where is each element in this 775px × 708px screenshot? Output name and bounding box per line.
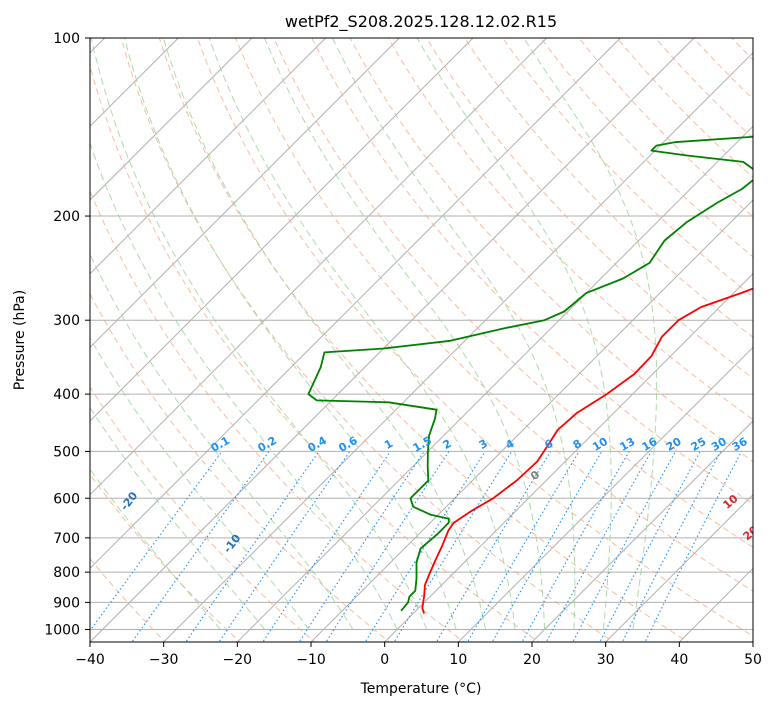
moist-adiabat-line	[90, 141, 398, 630]
isotherm-line	[90, 38, 548, 496]
dewpoint-profile	[307, 135, 753, 612]
x-tick-label: −40	[75, 652, 105, 668]
x-tick-label: 40	[670, 652, 688, 668]
isotherm-line	[310, 199, 753, 642]
isotherm-line	[90, 38, 253, 201]
y-tick-label: 200	[53, 209, 80, 225]
x-tick-label: 20	[523, 652, 541, 668]
mixing-ratio-line	[298, 451, 425, 642]
x-tick-label: −20	[223, 652, 253, 668]
dry-adiabat-line	[90, 292, 391, 642]
isotherm-line	[605, 493, 753, 642]
isotherm-line	[90, 38, 621, 570]
moist-adiabat-line	[90, 406, 265, 630]
mixing-ratio-line	[218, 451, 351, 642]
y-tick-label: 800	[53, 565, 80, 581]
y-tick-label: 300	[53, 313, 80, 329]
mixing-ratio-line	[90, 451, 223, 632]
mixing-ratio-line	[393, 451, 513, 642]
x-tick-label: 10	[449, 652, 467, 668]
mixing-ratio-line	[262, 451, 391, 642]
mixing-ratio-line	[572, 451, 676, 642]
y-tick-label: 1000	[44, 622, 80, 638]
isotherm-line	[531, 420, 753, 642]
dry-adiabat-line	[464, 38, 753, 338]
temperature-profile	[421, 287, 753, 614]
isotherm-line	[90, 38, 474, 422]
mixing-ratio-line	[364, 451, 486, 642]
dry-adiabat-line	[349, 38, 753, 463]
dry-adiabat-line	[90, 473, 241, 642]
mixing-ratio-line	[131, 451, 270, 642]
y-tick-label: 600	[53, 491, 80, 507]
dry-adiabat-line	[196, 38, 753, 637]
dry-adiabat-line	[90, 385, 316, 642]
x-tick-label: −30	[149, 652, 179, 668]
dry-adiabat-line	[273, 38, 753, 548]
plot-frame	[89, 37, 754, 643]
y-axis-ticks: 100 200 300 400 500 600 700 800 900 1000	[44, 31, 90, 638]
x-tick-label: −10	[296, 652, 326, 668]
isotherm-line	[90, 38, 400, 349]
isotherm-line	[384, 272, 753, 642]
isotherm-line	[236, 125, 753, 642]
moist-adiabat-line	[523, 38, 658, 630]
moist-adiabat-line	[331, 38, 576, 630]
isobar-grid	[90, 38, 753, 630]
x-axis-ticks: −40 −30 −20 −10 0 10 20 30 40 50	[75, 642, 762, 668]
y-tick-label: 700	[53, 531, 80, 547]
x-axis-label: Temperature (°C)	[360, 681, 482, 697]
y-axis-label: Pressure (hPa)	[12, 290, 28, 390]
y-tick-label: 500	[53, 444, 80, 460]
isotherm-line	[90, 38, 327, 275]
x-tick-label: 30	[597, 652, 615, 668]
profile-series	[307, 135, 753, 614]
isotherm-line	[163, 51, 753, 642]
dry-adiabat-line	[90, 63, 540, 642]
mixing-ratio-line	[466, 451, 580, 642]
y-tick-label: 400	[53, 387, 80, 403]
moist-adiabat-line	[124, 38, 457, 630]
mixing-ratio-line	[435, 451, 552, 642]
plot-area: 0.10.20.40.611.52346810131620253036-100-…	[90, 38, 753, 642]
dry-adiabat-line	[235, 38, 753, 592]
mixing-ratio-line	[325, 451, 450, 642]
x-tick-label: 0	[380, 652, 389, 668]
mixing-ratio-line	[185, 451, 320, 642]
moist-adiabat-line	[90, 38, 428, 630]
dry-adiabat-line	[387, 38, 753, 421]
dry-adiabat-line	[425, 38, 753, 379]
y-tick-label: 100	[53, 31, 80, 47]
moist-adiabat-line	[208, 38, 516, 630]
moist-adiabat-line	[90, 468, 221, 630]
dry-adiabat-line	[502, 38, 753, 298]
y-tick-label: 900	[53, 595, 80, 611]
moist-adiabat-line	[162, 38, 487, 630]
moist-adiabat-line	[90, 253, 354, 630]
mixing-ratio-lines	[90, 451, 742, 642]
mixing-ratio-line	[599, 451, 701, 642]
mixing-ratio-line	[545, 451, 652, 642]
dry-adiabat-line	[311, 38, 753, 505]
chart-title: wetPf2_S208.2025.128.12.02.R15	[285, 12, 557, 32]
x-tick-label: 50	[744, 652, 762, 668]
mixing-ratio-line	[621, 451, 722, 642]
isotherm-line	[457, 346, 753, 642]
